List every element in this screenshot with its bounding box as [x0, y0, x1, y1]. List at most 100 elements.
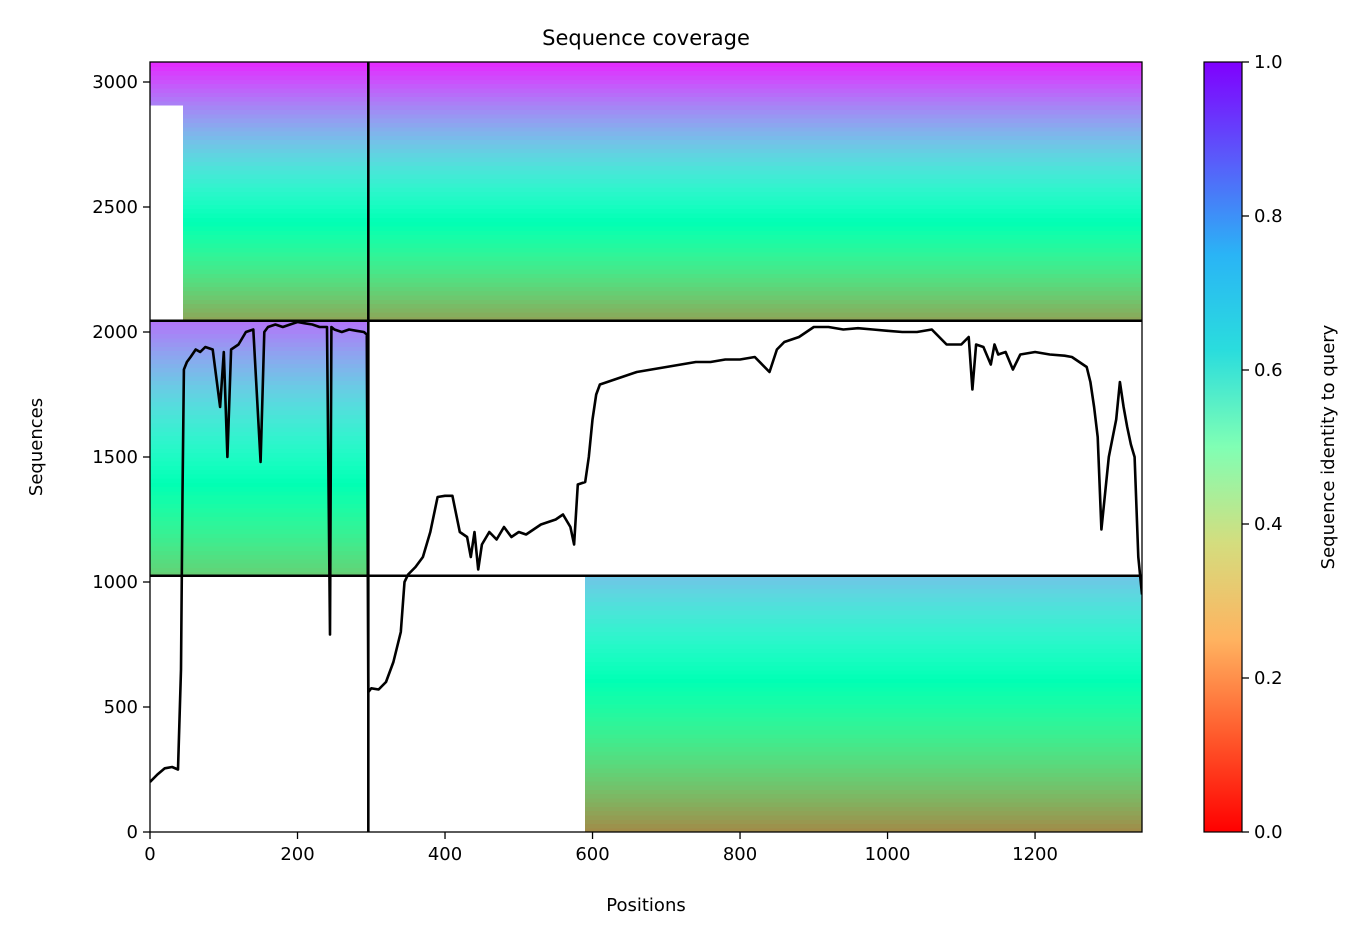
coverage-band — [585, 669, 1142, 675]
coverage-band — [183, 195, 369, 201]
y-tick-label: 2000 — [92, 322, 138, 343]
coverage-band — [585, 644, 1142, 649]
coverage-band — [585, 652, 1142, 658]
coverage-band — [150, 554, 369, 560]
coverage-band — [183, 294, 369, 300]
y-tick-label: 500 — [104, 697, 138, 718]
coverage-band — [150, 79, 369, 85]
coverage-band — [150, 87, 369, 93]
y-axis-label: Sequences — [26, 398, 47, 496]
coverage-band — [368, 96, 1142, 102]
coverage-band — [150, 478, 369, 483]
coverage-band — [368, 66, 1142, 72]
coverage-band — [585, 810, 1142, 816]
coverage-band — [368, 303, 1142, 309]
x-tick-label: 1000 — [865, 844, 911, 865]
coverage-band — [585, 665, 1142, 671]
coverage-band — [368, 294, 1142, 300]
coverage-band — [585, 601, 1142, 607]
coverage-band — [150, 482, 369, 488]
coverage-band — [150, 537, 369, 543]
coverage-band — [368, 251, 1142, 257]
coverage-band — [183, 290, 369, 296]
coverage-band — [150, 83, 369, 89]
coverage-band — [150, 524, 369, 530]
coverage-band — [150, 371, 369, 377]
coverage-band — [368, 312, 1142, 318]
coverage-band — [183, 212, 369, 218]
coverage-band — [150, 461, 369, 466]
coverage-band — [585, 823, 1142, 829]
coverage-line — [150, 320, 1142, 783]
coverage-band — [150, 520, 369, 526]
coverage-band — [585, 597, 1142, 602]
coverage-band — [183, 243, 369, 249]
coverage-band — [150, 320, 369, 326]
colorbar-ticks: 0.0 0.2 0.4 0.6 0.8 1.0 — [1242, 52, 1283, 843]
coverage-band — [183, 139, 369, 145]
coverage-band — [368, 165, 1142, 171]
coverage-band — [150, 346, 369, 352]
coverage-band — [585, 780, 1142, 786]
coverage-band — [585, 814, 1142, 820]
coverage-band — [585, 776, 1142, 782]
coverage-band — [585, 678, 1142, 684]
coverage-band — [368, 225, 1142, 231]
coverage-band — [585, 797, 1142, 803]
coverage-band — [585, 750, 1142, 756]
coverage-band — [150, 495, 369, 500]
coverage-band — [183, 143, 369, 149]
coverage-band — [585, 742, 1142, 748]
coverage-band — [585, 729, 1142, 735]
coverage-band — [150, 473, 369, 479]
coverage-band — [150, 571, 369, 577]
colorbar-tick-label: 0.6 — [1254, 360, 1283, 381]
x-tick-label: 400 — [428, 844, 462, 865]
coverage-band — [368, 307, 1142, 313]
coverage-band — [150, 401, 369, 407]
coverage-band — [585, 733, 1142, 739]
coverage-band — [368, 256, 1142, 261]
coverage-band — [368, 243, 1142, 249]
coverage-band — [183, 251, 369, 257]
coverage-blocks — [150, 62, 1142, 832]
coverage-band — [585, 661, 1142, 667]
coverage-band — [183, 126, 369, 132]
coverage-band — [150, 359, 369, 364]
colorbar-tick-label: 0.8 — [1254, 206, 1283, 227]
coverage-band — [183, 118, 369, 123]
coverage-band — [150, 567, 369, 573]
coverage-band — [368, 156, 1142, 162]
coverage-band — [183, 182, 369, 188]
coverage-band — [368, 195, 1142, 201]
coverage-band — [150, 96, 369, 102]
coverage-band — [368, 83, 1142, 89]
coverage-band — [585, 819, 1142, 825]
colorbar-tick-label: 0.0 — [1254, 822, 1283, 843]
coverage-band — [150, 376, 369, 381]
coverage-band — [150, 354, 369, 360]
coverage-band — [150, 499, 369, 505]
coverage-band — [183, 152, 369, 158]
coverage-band — [585, 789, 1142, 795]
coverage-band — [150, 74, 369, 80]
coverage-band — [150, 512, 369, 517]
coverage-band — [585, 614, 1142, 620]
coverage-band — [585, 635, 1142, 641]
coverage-band — [183, 299, 369, 305]
x-axis-label: Positions — [606, 895, 685, 916]
coverage-band — [368, 70, 1142, 76]
coverage-band — [368, 191, 1142, 197]
coverage-band — [368, 126, 1142, 132]
coverage-band — [183, 277, 369, 283]
coverage-band — [585, 631, 1142, 637]
coverage-band — [368, 87, 1142, 93]
coverage-band — [368, 92, 1142, 98]
coverage-band — [368, 281, 1142, 287]
y-axis: 0 500 1000 1500 2000 2500 3000 — [92, 72, 150, 843]
coverage-band — [585, 588, 1142, 594]
coverage-band — [183, 269, 369, 274]
coverage-band — [183, 260, 369, 266]
coverage-band — [150, 533, 369, 539]
